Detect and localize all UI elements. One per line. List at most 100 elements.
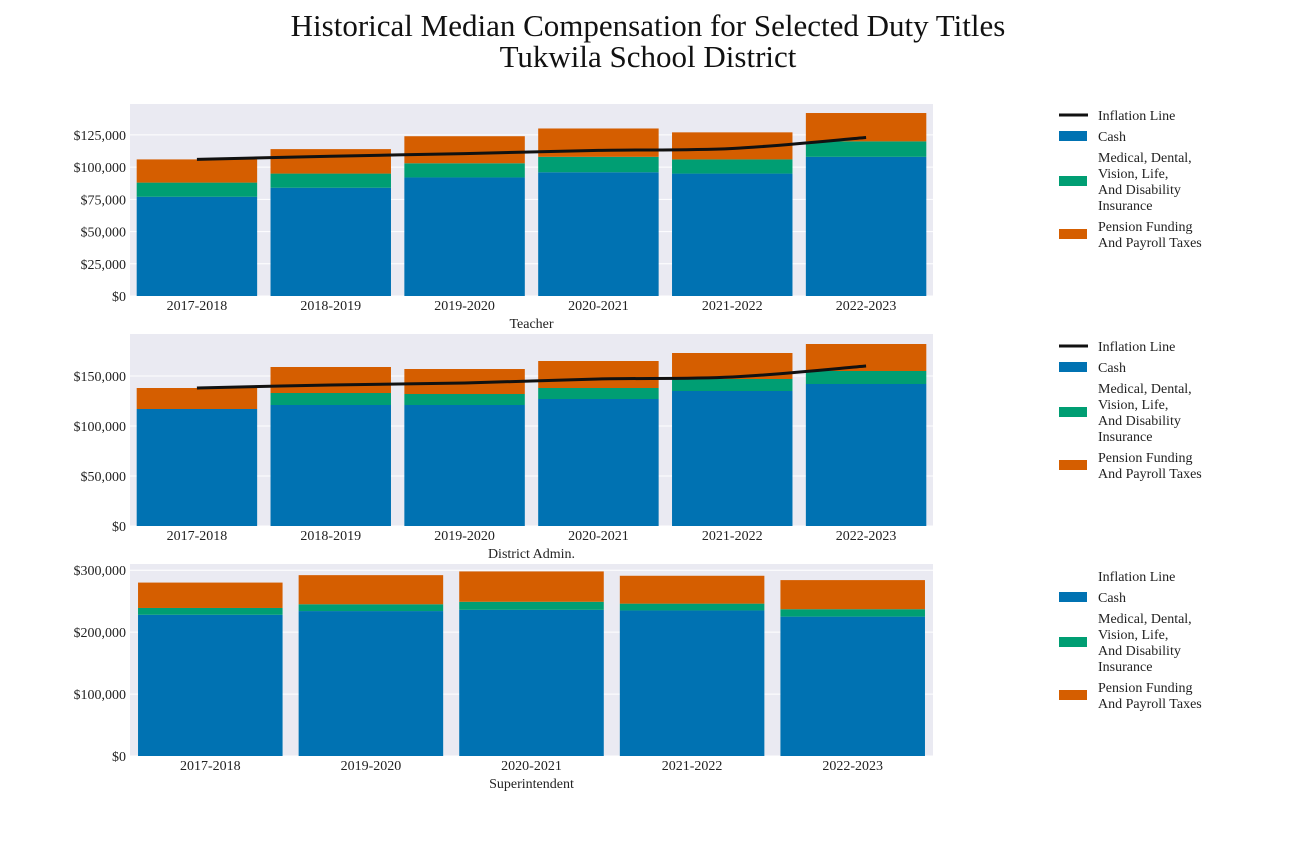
bar-cash-2019-2020 — [404, 405, 525, 526]
legend-label-inflation: Inflation Line — [1098, 570, 1175, 585]
legend-label-pension: Pension Funding And Payroll Taxes — [1098, 451, 1202, 482]
panel-2: $0 $50,000 $100,000 $150,000 2017-2018 2018-2… — [74, 334, 1202, 562]
y-tick-label: $100,000 — [74, 688, 127, 703]
bar-cash-2021-2022 — [672, 173, 793, 296]
bar-insurance-2017-2018 — [136, 182, 258, 197]
y-tick-label: $125,000 — [74, 129, 127, 144]
bar-pension-2022-2023 — [780, 580, 925, 610]
legend-swatch-cash — [1059, 362, 1087, 372]
bar-cash-2020-2021 — [538, 399, 659, 526]
bar-insurance-2022-2023 — [805, 371, 927, 384]
bar-pension-2017-2018 — [136, 159, 258, 183]
bar-pension-2019-2020 — [404, 136, 525, 164]
bar-pension-2020-2021 — [538, 361, 659, 388]
bar-insurance-2022-2023 — [780, 609, 925, 617]
y-tick-label: $50,000 — [81, 470, 127, 485]
legend-label-pension: Pension Funding And Payroll Taxes — [1098, 220, 1202, 251]
legend: Inflation Line Cash Medical, Dental, Vision… — [1059, 109, 1202, 251]
bar-insurance-2021-2022 — [619, 603, 765, 611]
panel-1: $0 $25,000 $50,000 $75,000 $100,000 $125,000 2… — [74, 104, 1202, 332]
legend-swatch-insurance — [1059, 407, 1087, 417]
x-tick-label: 2017-2018 — [167, 299, 228, 314]
bar-pension-2020-2021 — [459, 571, 604, 602]
bar-pension-2017-2018 — [138, 582, 283, 608]
x-tick-label: 2020-2021 — [568, 299, 629, 314]
bar-insurance-2019-2020 — [404, 394, 525, 405]
legend-label-insurance: Medical, Dental, Vision, Life, And Disabil… — [1098, 382, 1192, 445]
legend-label-insurance: Medical, Dental, Vision, Life, And Disabil… — [1098, 151, 1192, 214]
x-tick-label: 2018-2019 — [300, 529, 361, 544]
bar-insurance-2022-2023 — [805, 141, 927, 157]
bar-cash-2017-2018 — [136, 409, 258, 526]
legend-label-cash: Cash — [1098, 361, 1126, 376]
bar-cash-2021-2022 — [672, 391, 793, 526]
x-tick-label: 2020-2021 — [501, 759, 562, 774]
x-tick-label: 2019-2020 — [434, 299, 495, 314]
y-tick-label: $50,000 — [81, 226, 127, 241]
inflation-line — [196, 364, 867, 390]
legend-label-pension: Pension Funding And Payroll Taxes — [1098, 681, 1202, 712]
y-tick-label: $0 — [112, 520, 126, 535]
legend-swatch-pension — [1059, 460, 1087, 470]
legend-swatch-cash — [1059, 131, 1087, 141]
x-tick-label: 2021-2022 — [702, 529, 763, 544]
bar-cash-2021-2022 — [619, 610, 765, 756]
legend-swatch-insurance — [1059, 176, 1087, 186]
bar-pension-2018-2019 — [270, 367, 391, 393]
bar-cash-2022-2023 — [780, 616, 925, 756]
bar-pension-2018-2019 — [270, 149, 391, 174]
x-tick-label: 2019-2020 — [434, 529, 495, 544]
bar-cash-2022-2023 — [805, 156, 927, 296]
inflation-line — [196, 136, 867, 161]
bar-cash-2017-2018 — [136, 196, 258, 296]
bar-pension-2021-2022 — [619, 575, 765, 604]
bar-pension-2017-2018 — [136, 388, 258, 409]
x-tick-label: 2022-2023 — [822, 759, 883, 774]
legend-label-cash: Cash — [1098, 591, 1126, 606]
x-tick-label: 2021-2022 — [702, 299, 763, 314]
x-tick-label: 2017-2018 — [180, 759, 241, 774]
bar-pension-2019-2020 — [298, 575, 444, 605]
legend-label-cash: Cash — [1098, 130, 1126, 145]
bar-insurance-2021-2022 — [672, 379, 793, 391]
y-tick-label: $0 — [112, 750, 126, 765]
legend-swatch-pension — [1059, 229, 1087, 239]
bar-cash-2020-2021 — [459, 609, 604, 756]
chart-title-line2: Tukwila School District — [499, 39, 797, 74]
bar-insurance-2019-2020 — [404, 163, 525, 178]
legend: Inflation Line Cash Medical, Dental, Vision… — [1059, 340, 1202, 482]
bar-cash-2018-2019 — [270, 405, 391, 526]
x-axis-label: District Admin. — [488, 547, 575, 562]
bar-insurance-2018-2019 — [270, 173, 391, 188]
x-tick-label: 2020-2021 — [568, 529, 629, 544]
x-tick-label: 2019-2020 — [341, 759, 402, 774]
bar-cash-2018-2019 — [270, 187, 391, 296]
bar-insurance-2019-2020 — [298, 604, 444, 612]
bar-cash-2019-2020 — [404, 177, 525, 296]
legend-label-inflation: Inflation Line — [1098, 340, 1175, 355]
y-tick-label: $200,000 — [74, 626, 127, 641]
y-tick-label: $300,000 — [74, 564, 127, 579]
x-tick-label: 2022-2023 — [836, 299, 897, 314]
x-tick-label: 2018-2019 — [300, 299, 361, 314]
chart-title-line1: Historical Median Compensation for Selec… — [290, 8, 1006, 43]
bar-insurance-2017-2018 — [138, 607, 283, 615]
bar-pension-2022-2023 — [805, 113, 927, 142]
bar-cash-2019-2020 — [298, 611, 444, 756]
x-tick-label: 2017-2018 — [167, 529, 228, 544]
bar-cash-2022-2023 — [805, 384, 927, 526]
legend-swatch-insurance — [1059, 637, 1087, 647]
legend-label-inflation: Inflation Line — [1098, 109, 1175, 124]
y-tick-label: $0 — [112, 290, 126, 305]
legend-label-insurance: Medical, Dental, Vision, Life, And Disabil… — [1098, 612, 1192, 675]
y-tick-label: $100,000 — [74, 161, 127, 176]
y-tick-label: $150,000 — [74, 370, 127, 385]
bar-insurance-2020-2021 — [538, 388, 659, 399]
chart-title: Historical Median Compensation for Selec… — [0, 10, 1296, 72]
y-tick-label: $100,000 — [74, 420, 127, 435]
y-tick-label: $25,000 — [81, 258, 127, 273]
legend: Inflation Line Cash Medical, Dental, Vision… — [1059, 570, 1202, 712]
plot-background — [130, 334, 933, 526]
x-axis-label: Superintendent — [489, 777, 574, 792]
